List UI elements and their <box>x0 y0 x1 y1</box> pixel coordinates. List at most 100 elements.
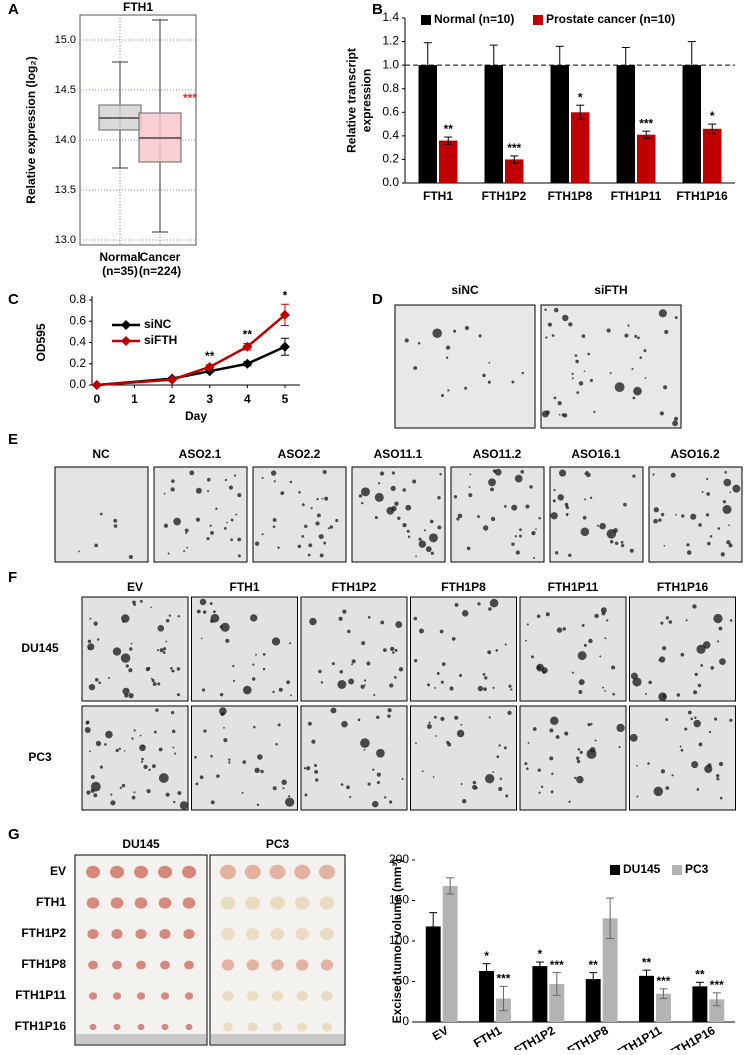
colony <box>557 494 564 501</box>
colony <box>718 626 723 631</box>
colony <box>600 607 607 614</box>
colony <box>562 413 568 418</box>
colony <box>464 386 468 390</box>
tumor <box>245 896 261 910</box>
colony <box>94 677 99 682</box>
bar <box>442 885 458 1022</box>
colony <box>428 533 438 543</box>
colony <box>228 758 231 761</box>
colony <box>230 538 234 542</box>
colony <box>115 748 119 753</box>
colony <box>374 492 384 502</box>
colony <box>456 729 465 738</box>
panel-letter: G <box>8 826 20 843</box>
colony <box>647 762 650 765</box>
colony <box>286 680 291 685</box>
colony <box>418 540 427 548</box>
colony <box>122 619 125 623</box>
colony <box>483 525 489 531</box>
marker <box>279 341 290 352</box>
colony <box>581 624 585 627</box>
tumor <box>223 1022 233 1032</box>
colony <box>698 742 703 747</box>
colony <box>577 748 581 751</box>
tumor <box>112 992 122 1000</box>
colony <box>477 685 484 692</box>
colony <box>389 800 393 804</box>
image-caption: ASO2.1 <box>179 447 222 461</box>
image-caption: ASO16.1 <box>571 447 621 461</box>
colony <box>581 334 586 338</box>
legend-label: siNC <box>144 317 172 331</box>
colony <box>304 793 308 797</box>
colony <box>439 629 444 634</box>
colony <box>202 610 207 614</box>
colony <box>379 471 385 476</box>
colony <box>446 740 450 745</box>
colony <box>624 333 629 338</box>
colony <box>571 671 575 674</box>
colony <box>653 786 664 797</box>
colony <box>555 735 560 739</box>
colony <box>402 488 406 492</box>
colony <box>415 742 417 745</box>
colony <box>434 687 436 689</box>
colony <box>203 729 207 733</box>
colony <box>281 779 287 785</box>
colony <box>314 764 318 768</box>
colony <box>257 754 263 760</box>
colony <box>303 767 307 770</box>
colony <box>722 504 732 514</box>
significance: ** <box>642 955 652 969</box>
colony <box>571 377 574 380</box>
significance: *** <box>710 978 724 992</box>
colony <box>674 416 679 421</box>
y-tick-label: 0.6 <box>382 104 399 118</box>
colony <box>681 514 685 518</box>
bar <box>505 159 524 183</box>
tumor <box>220 896 236 910</box>
colony <box>496 755 500 759</box>
colony <box>104 743 107 746</box>
colony <box>562 314 569 322</box>
colony <box>587 352 590 356</box>
colony <box>680 748 684 752</box>
tumor <box>296 959 309 971</box>
colony <box>342 609 347 614</box>
colony <box>128 692 134 699</box>
y-tick-label: 0.2 <box>382 152 399 166</box>
colony <box>556 627 563 633</box>
colony <box>131 737 134 740</box>
colony <box>507 710 512 715</box>
colony <box>612 692 615 696</box>
colony <box>487 650 492 655</box>
colony <box>706 477 709 481</box>
colony <box>395 621 403 628</box>
colony <box>552 499 556 503</box>
chart-title: FTH1 <box>123 0 153 14</box>
colony <box>525 767 529 770</box>
colony <box>223 726 225 729</box>
x-tick-label: 0 <box>94 392 101 406</box>
colony <box>665 616 670 620</box>
tumor <box>160 992 170 1000</box>
bar <box>682 65 701 183</box>
y-tick-label: 0.8 <box>382 81 399 95</box>
colony <box>427 683 431 687</box>
colony <box>133 603 136 606</box>
tumor <box>294 864 311 880</box>
x-tick-label: FTH1P16 <box>676 189 728 203</box>
colony <box>158 747 163 752</box>
colony <box>511 380 515 384</box>
colony <box>253 725 256 729</box>
colony <box>170 487 175 492</box>
colony <box>216 774 220 778</box>
colony <box>163 523 169 528</box>
panel-letter: C <box>8 291 19 308</box>
colony <box>670 472 676 478</box>
colony <box>176 667 181 671</box>
colony <box>361 641 366 646</box>
colony <box>720 552 725 557</box>
colony <box>430 551 434 555</box>
image-caption: siNC <box>451 283 479 297</box>
